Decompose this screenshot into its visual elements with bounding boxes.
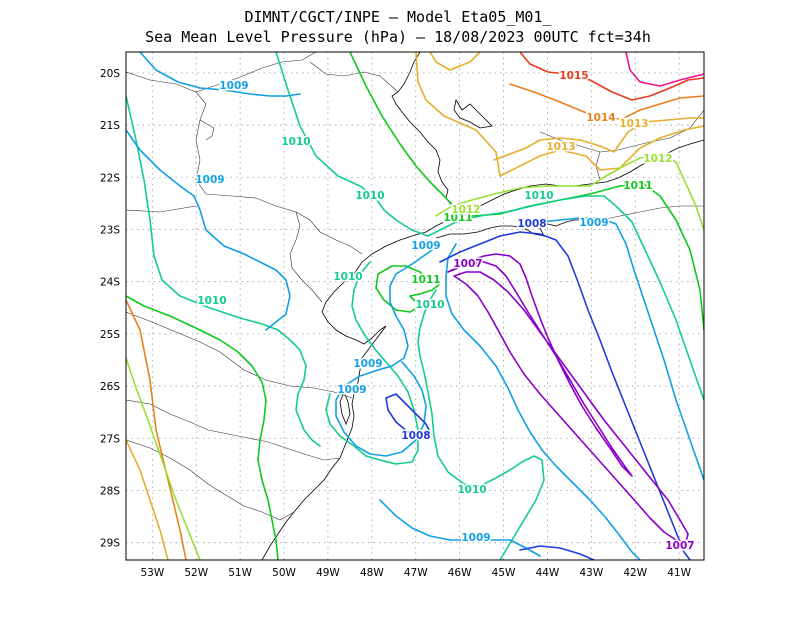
isobar-label-1011: 1011 bbox=[411, 274, 440, 286]
lagoon-outline bbox=[339, 390, 351, 426]
bay-inlet bbox=[453, 98, 493, 129]
isobar-label-1010: 1010 bbox=[415, 299, 444, 311]
isobar-label-1009: 1009 bbox=[461, 532, 490, 544]
isobar-label-1010: 1010 bbox=[355, 190, 384, 202]
isobar-label-1013: 1013 bbox=[546, 141, 575, 153]
isobar-label-1008: 1008 bbox=[517, 218, 546, 230]
x-tick-label: 41W bbox=[667, 567, 691, 579]
x-tick-label: 50W bbox=[272, 567, 296, 579]
isobar-label-1015: 1015 bbox=[559, 70, 588, 82]
map-title-line2: Sea Mean Level Pressure (hPa) – 18/08/20… bbox=[145, 28, 651, 46]
isobar-label-1008: 1008 bbox=[401, 430, 430, 442]
isobars bbox=[126, 52, 704, 560]
isobar-label-1007: 1007 bbox=[665, 540, 694, 552]
isobar-label-1009: 1009 bbox=[219, 80, 248, 92]
isobar-1012 bbox=[126, 153, 704, 560]
y-tick-label: 28S bbox=[100, 485, 120, 497]
y-tick-label: 22S bbox=[100, 172, 120, 184]
x-tick-label: 48W bbox=[360, 567, 384, 579]
map-title-line1: DIMNT/CGCT/INPE – Model Eta05_M01_ bbox=[244, 8, 552, 26]
y-tick-label: 29S bbox=[100, 538, 120, 550]
coastline bbox=[391, 52, 704, 215]
isobar-label-1012: 1012 bbox=[451, 204, 480, 216]
isobar-label-1010: 1010 bbox=[281, 136, 310, 148]
isobar-label-1007: 1007 bbox=[453, 258, 482, 270]
x-tick-label: 49W bbox=[316, 567, 340, 579]
isobar-label-1013: 1013 bbox=[619, 118, 648, 130]
isobar-label-1012: 1012 bbox=[643, 153, 672, 165]
isobar-1008 bbox=[385, 231, 691, 560]
isobar-label-1009: 1009 bbox=[195, 174, 224, 186]
isobar-1013 bbox=[126, 52, 704, 560]
isobar-label-1009: 1009 bbox=[353, 358, 382, 370]
isobar-label-1010: 1010 bbox=[197, 295, 226, 307]
isobar-label-1009: 1009 bbox=[337, 384, 366, 396]
y-tick-label: 25S bbox=[100, 329, 120, 341]
isobar-1007 bbox=[447, 253, 689, 543]
isobar-1014 bbox=[126, 83, 704, 560]
y-tick-label: 20S bbox=[100, 68, 120, 80]
isobar-label-1009: 1009 bbox=[411, 240, 440, 252]
isobar-label-1010: 1010 bbox=[524, 190, 553, 202]
y-tick-label: 26S bbox=[100, 381, 120, 393]
isobar-1015 bbox=[519, 52, 704, 101]
x-tick-label: 45W bbox=[492, 567, 516, 579]
isobar-1009 bbox=[126, 52, 704, 560]
isobar-1016 bbox=[625, 52, 704, 87]
x-tick-label: 52W bbox=[184, 567, 208, 579]
y-tick-label: 24S bbox=[100, 277, 120, 289]
x-tick-label: 43W bbox=[579, 567, 603, 579]
isobar-label-1010: 1010 bbox=[457, 484, 486, 496]
y-axis-tick-labels: 20S 21S 22S 23S 24S 25S 26S 27S 28S 29S bbox=[100, 68, 120, 550]
x-axis-tick-labels: 53W 52W 51W 50W 49W 48W 47W 46W 45W 44W 43W 42W 41W bbox=[140, 567, 691, 579]
plot-border bbox=[125, 51, 705, 561]
isobar-label-1011: 1011 bbox=[443, 212, 472, 224]
x-tick-label: 42W bbox=[623, 567, 647, 579]
coastline-south bbox=[261, 213, 463, 560]
plot-area bbox=[126, 52, 704, 560]
x-tick-label: 53W bbox=[140, 567, 164, 579]
gridlines bbox=[126, 52, 704, 560]
x-tick-label: 51W bbox=[228, 567, 252, 579]
isobar-label-1014: 1014 bbox=[586, 112, 615, 124]
isobar-label-1009: 1009 bbox=[579, 217, 608, 229]
isobar-label-1010: 1010 bbox=[333, 271, 362, 283]
y-tick-label: 21S bbox=[100, 120, 120, 132]
x-tick-label: 44W bbox=[536, 567, 560, 579]
x-tick-label: 47W bbox=[404, 567, 428, 579]
y-tick-label: 23S bbox=[100, 224, 120, 236]
y-tick-label: 27S bbox=[100, 433, 120, 445]
island-coast bbox=[435, 219, 584, 239]
x-tick-label: 46W bbox=[448, 567, 472, 579]
isobar-labels: 1009 1009 1009 1009 1009 1009 1009 1010 1010 1010… bbox=[194, 69, 696, 554]
isobar-label-1011: 1011 bbox=[623, 180, 652, 192]
